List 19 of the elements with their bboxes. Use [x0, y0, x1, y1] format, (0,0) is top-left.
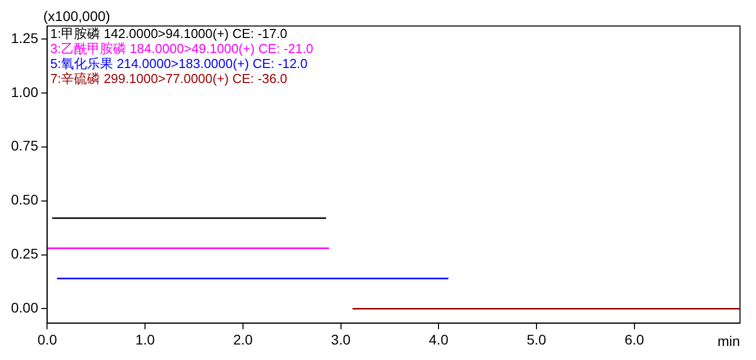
text: 3:乙酰甲胺磷 184.0000>49.1000(+) CE: -21.0 [50, 41, 314, 56]
x-tick-label: 5.0 [526, 331, 546, 348]
legend-label: 1:甲胺磷 142.0000>94.1000(+) CE: -17.0 [50, 26, 288, 42]
text: 5:氧化乐果 214.0000>183.0000(+) CE: -12.0 [50, 56, 308, 72]
y-tick-label: 0.00 [11, 300, 38, 316]
y-tick-label: 1.25 [11, 30, 38, 46]
x-axis-title: min [717, 332, 740, 349]
y-tick-label: 0.50 [11, 192, 38, 208]
x-tick-label: 1.0 [135, 331, 156, 348]
x-tick-label: 2.0 [233, 331, 253, 348]
y-axis-title: (x100,000) [43, 8, 110, 24]
y-tick-label: 0.75 [11, 138, 38, 154]
text: 7:辛硫磷 299.1000>77.0000(+) CE: -36.0 [50, 71, 288, 86]
y-tick-label: 1.00 [11, 84, 38, 100]
x-tick-label: 4.0 [428, 331, 449, 348]
y-tick-label: 0.25 [11, 246, 38, 262]
x-tick-label: 6.0 [624, 331, 644, 348]
x-tick-label: 0.0 [38, 331, 58, 348]
x-tick-label: 3.0 [331, 331, 351, 348]
